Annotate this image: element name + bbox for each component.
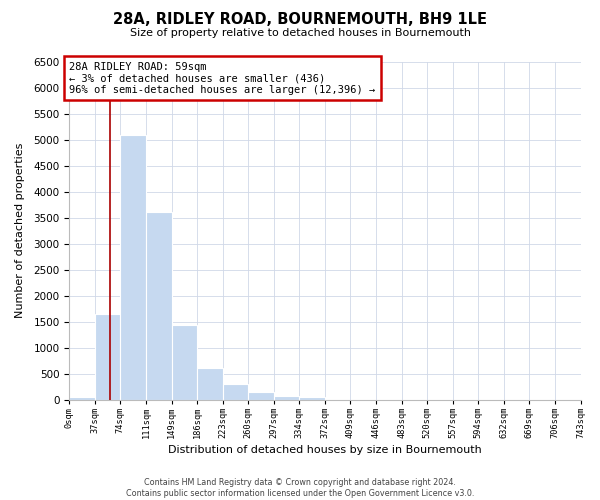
Bar — [274, 396, 299, 400]
Y-axis label: Number of detached properties: Number of detached properties — [15, 143, 25, 318]
Bar — [248, 392, 274, 400]
Text: 28A, RIDLEY ROAD, BOURNEMOUTH, BH9 1LE: 28A, RIDLEY ROAD, BOURNEMOUTH, BH9 1LE — [113, 12, 487, 28]
Bar — [70, 397, 95, 400]
Text: Contains HM Land Registry data © Crown copyright and database right 2024.
Contai: Contains HM Land Registry data © Crown c… — [126, 478, 474, 498]
Text: Size of property relative to detached houses in Bournemouth: Size of property relative to detached ho… — [130, 28, 470, 38]
Bar — [146, 212, 172, 400]
Bar — [121, 136, 146, 400]
Bar — [197, 368, 223, 400]
X-axis label: Distribution of detached houses by size in Bournemouth: Distribution of detached houses by size … — [168, 445, 482, 455]
Bar — [223, 384, 248, 400]
Bar — [299, 397, 325, 400]
Bar — [95, 314, 121, 400]
Bar — [172, 325, 197, 400]
Text: 28A RIDLEY ROAD: 59sqm
← 3% of detached houses are smaller (436)
96% of semi-det: 28A RIDLEY ROAD: 59sqm ← 3% of detached … — [70, 62, 376, 94]
